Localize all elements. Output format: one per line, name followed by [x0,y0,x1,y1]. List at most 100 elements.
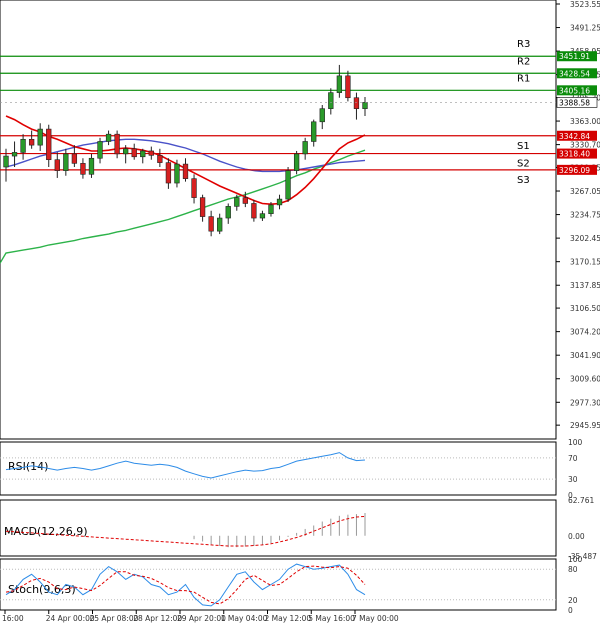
macd-panel-border [0,499,557,557]
candle-body [336,75,343,93]
candle-body [217,217,223,232]
candle-body [362,102,368,109]
level-price-badge [557,85,597,96]
candle-body [259,213,266,219]
current-price-label: 3388.58 [559,98,590,107]
candle-body [182,163,189,179]
time-tick-label: 24 Apr 00:00 [46,614,95,623]
candle-body [11,152,18,157]
time-tick-label: 29 Apr 20:00 [177,614,226,623]
price-tick-label: 3234.75 [570,211,600,220]
rsi-tick-label: 70 [568,454,578,463]
stoch-tick-label: 0 [568,606,573,615]
level-price-label-s3: 3296.09 [559,166,590,175]
time-tick-label: 7 May 00:00 [352,614,399,623]
level-price-label-r2: 3428.54 [559,69,590,78]
candle-body [54,159,60,171]
price-tick-label: 2977.30 [570,398,600,407]
level-price-label-s1: 3342.84 [559,132,590,141]
time-tick-label: 1 May 04:00 [221,614,268,623]
rsi-line [5,452,366,479]
candle-body [165,162,172,184]
time-tick-label: 28 Apr 12:00 [133,614,182,623]
price-tick-label: 3137.85 [570,281,600,290]
price-tick-label: 3106.50 [570,304,600,313]
level-price-label-s2: 3318.40 [559,150,590,159]
candle-body [353,97,360,109]
price-tick-label: 3074.20 [570,328,600,337]
stoch-d-line [5,565,366,605]
main-price-panel: 3523.553491.253458.953426.653395.303363.… [0,0,600,440]
time-tick-label: 2 May 12:00 [265,614,312,623]
price-tick-label: 3363.00 [570,117,600,126]
candle-body [293,153,300,171]
price-tick-label: 3041.90 [570,351,600,360]
candle-body [302,141,308,155]
price-tick-label: 2945.95 [570,421,600,430]
candle-body [131,148,137,158]
stoch-tick-label: 100 [568,555,583,564]
price-tick-label: 3330.70 [570,141,600,150]
level-price-badge [557,68,597,79]
stoch-panel-border [0,558,557,611]
price-tick-label: 3523.55 [570,0,600,9]
candle-body [345,75,351,99]
candle-body [37,128,43,146]
level-price-label-r3: 3451.91 [559,52,590,61]
candle-body [114,133,120,155]
candle-body [311,121,317,142]
rsi-tick-label: 100 [568,438,583,447]
level-name-s3: S3 [517,175,530,186]
level-name-s2: S2 [517,159,530,170]
stoch-k-line [5,563,366,607]
stoch-tick-label: 20 [568,596,578,605]
candle-body [319,108,325,123]
price-axis: 3523.553491.253458.953426.653395.303363.… [556,0,600,430]
candle-body [157,155,163,163]
price-tick-label: 3009.60 [570,375,600,384]
candle-body [123,148,129,155]
macd-signal-line [5,515,366,547]
macd-tick-label: 0.00 [568,532,585,541]
candle-body [268,204,274,214]
candles [3,64,368,237]
candle-body [148,150,154,156]
level-name-s1: S1 [517,141,530,152]
candle-body [28,138,35,146]
candle-body [71,153,78,164]
rsi-tick-label: 0 [568,491,573,500]
level-price-badge [557,130,597,141]
level-price-badge [557,164,597,175]
candle-body [46,128,52,161]
candle-body [328,92,334,109]
price-tick-label: 3202.45 [570,234,600,243]
level-name-r3: R3 [517,39,530,50]
current-price-badge [556,97,598,108]
main-panel-border [0,0,557,440]
candle-body [285,170,291,200]
macd-label: MACD(12,26,9) [4,525,88,538]
time-tick-label: 16:00 [2,614,24,623]
level-name-r2: R2 [517,56,530,67]
candle-body [174,163,180,184]
level-price-badge [557,148,597,159]
candle-body [242,197,248,204]
price-tick-label: 3170.15 [570,258,600,267]
macd-panel: MACD(12,26,9) 62.761 0.00 -35.487 [0,496,597,561]
candle-body [225,206,231,219]
candle-body [20,138,26,153]
candle-body [105,133,112,142]
rsi-panel-border [0,441,557,496]
candle-body [276,198,283,206]
level-price-badge [557,51,597,62]
rsi-tick-label: 30 [568,475,578,484]
stoch-tick-label: 80 [568,565,578,574]
price-tick-label: 3267.05 [570,187,600,196]
candle-body [140,150,146,158]
level-price-label-r1: 3405.16 [559,86,590,95]
ma-slow-line [0,149,366,264]
candle-body [63,153,69,171]
candle-body [97,141,103,159]
